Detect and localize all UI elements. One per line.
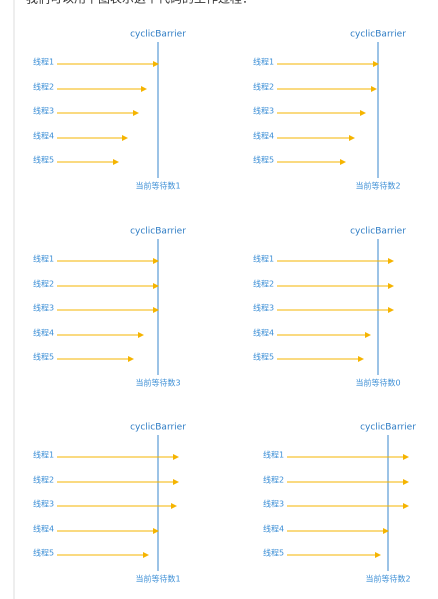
wait-counter: 当前等待数3 <box>135 378 180 388</box>
barrier-title: cyclicBarrier <box>130 227 186 237</box>
thread-label: 线程1 <box>33 254 54 264</box>
thread-label: 线程3 <box>33 106 54 116</box>
wait-counter: 当前等待数0 <box>355 378 400 388</box>
thread-label: 线程4 <box>33 524 54 534</box>
barrier-title: cyclicBarrier <box>130 30 186 40</box>
thread-label: 线程1 <box>253 57 274 67</box>
thread-label: 线程5 <box>253 155 274 165</box>
thread-label: 线程1 <box>33 57 54 67</box>
wait-counter: 当前等待数1 <box>135 574 180 584</box>
wait-counter: 当前等待数2 <box>365 574 410 584</box>
thread-label: 线程5 <box>253 352 274 362</box>
thread-label: 线程3 <box>33 499 54 509</box>
thread-label: 线程3 <box>263 499 284 509</box>
barrier-title: cyclicBarrier <box>350 30 406 40</box>
thread-label: 线程4 <box>33 328 54 338</box>
barrier-title: cyclicBarrier <box>350 227 406 237</box>
thread-label: 线程5 <box>33 548 54 558</box>
thread-label: 线程1 <box>33 450 54 460</box>
barrier-title: cyclicBarrier <box>130 423 186 433</box>
thread-label: 线程4 <box>33 131 54 141</box>
thread-label: 线程2 <box>253 82 274 92</box>
thread-label: 线程4 <box>253 328 274 338</box>
thread-label: 线程2 <box>33 279 54 289</box>
thread-label: 线程1 <box>263 450 284 460</box>
wait-counter: 当前等待数1 <box>135 181 180 191</box>
thread-label: 线程3 <box>33 303 54 313</box>
thread-label: 线程2 <box>33 475 54 485</box>
barrier-title: cyclicBarrier <box>360 423 416 433</box>
thread-label: 线程5 <box>33 352 54 362</box>
thread-label: 线程2 <box>253 279 274 289</box>
thread-label: 线程2 <box>33 82 54 92</box>
thread-label: 线程3 <box>253 303 274 313</box>
wait-counter: 当前等待数2 <box>355 181 400 191</box>
thread-label: 线程4 <box>253 131 274 141</box>
thread-label: 线程4 <box>263 524 284 534</box>
thread-label: 线程2 <box>263 475 284 485</box>
thread-label: 线程1 <box>253 254 274 264</box>
thread-label: 线程3 <box>253 106 274 116</box>
thread-label: 线程5 <box>263 548 284 558</box>
thread-label: 线程5 <box>33 155 54 165</box>
intro-text: 我们可以用下图表示这个代码的工作过程： <box>26 0 254 6</box>
